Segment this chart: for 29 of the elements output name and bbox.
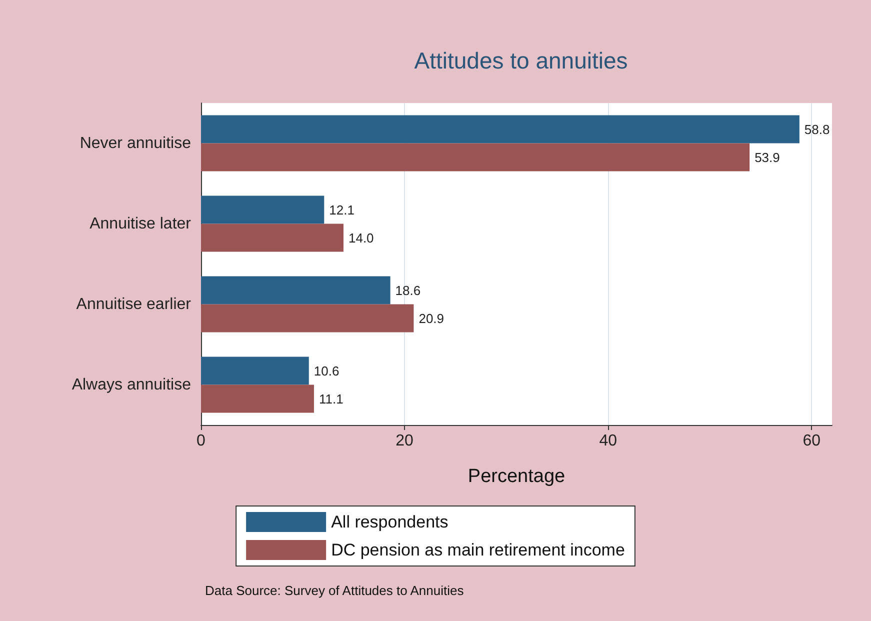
source-note: Data Source: Survey of Attitudes to Annuities: [205, 583, 464, 598]
x-tick-label: 40: [599, 432, 618, 450]
y-tick-label: Annuitise earlier: [76, 296, 192, 313]
data-label: 20.9: [418, 310, 444, 326]
bar: [201, 143, 750, 172]
data-label: 18.6: [395, 282, 421, 298]
bar: [201, 115, 800, 144]
bar: [201, 356, 309, 385]
data-label: 10.6: [314, 363, 340, 378]
legend-label: DC pension as main retirement income: [331, 540, 625, 560]
y-tick-label: Annuitise later: [90, 215, 192, 232]
bar: [201, 196, 324, 224]
chart-title: Attitudes to annuities: [414, 48, 628, 74]
x-tick-label: 60: [802, 432, 821, 450]
bar: [201, 384, 314, 413]
data-label: 53.9: [754, 150, 780, 165]
data-label: 58.8: [804, 122, 830, 137]
data-label: 14.0: [348, 230, 374, 246]
data-label: 11.1: [318, 391, 344, 406]
x-axis-title: Percentage: [468, 466, 566, 487]
x-tick-label: 20: [396, 432, 414, 450]
x-tick-label: 0: [196, 432, 206, 450]
bar: [201, 224, 344, 252]
y-tick-label: Always annuitise: [72, 376, 192, 394]
y-tick-label: Never annuitise: [80, 134, 192, 152]
legend-label: All respondents: [331, 512, 448, 532]
bar: [201, 304, 414, 332]
bar: [201, 276, 390, 304]
data-label: 12.1: [329, 202, 354, 218]
